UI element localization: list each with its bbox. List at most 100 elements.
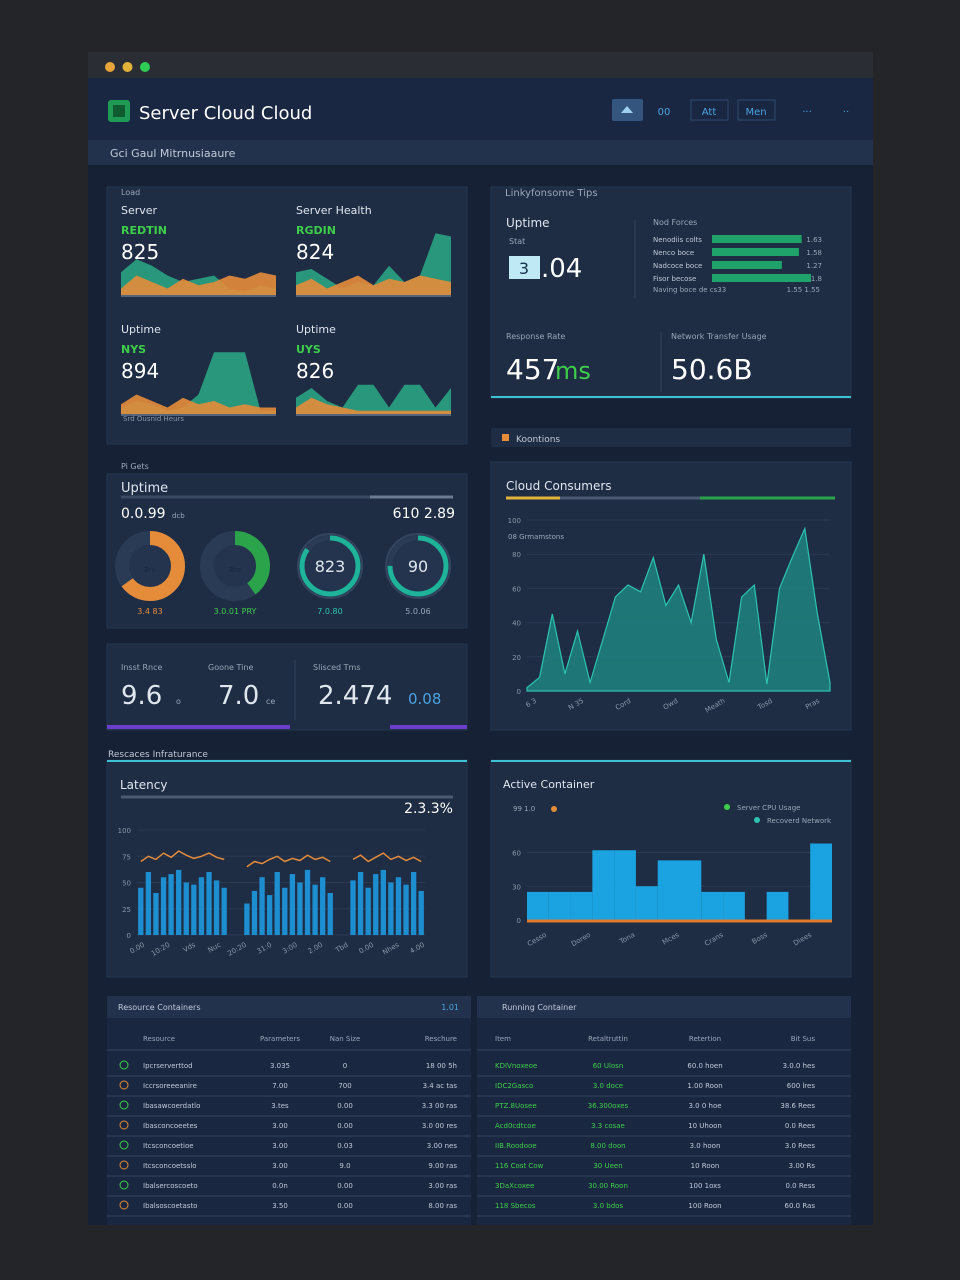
cell[interactable]: 38.6 Rees: [780, 1102, 815, 1110]
cell[interactable]: Ibalsercoscoeto: [143, 1182, 198, 1190]
window-dot[interactable]: [140, 62, 150, 72]
cell[interactable]: 116 Cost Cow: [495, 1162, 544, 1170]
cell[interactable]: 3.0 00 res: [422, 1122, 458, 1130]
cell[interactable]: 9.0: [339, 1162, 350, 1170]
cell[interactable]: PTZ.8Uosee: [495, 1102, 537, 1110]
cell[interactable]: 3.0 0 hoe: [688, 1102, 721, 1110]
cell[interactable]: 0.00: [337, 1202, 353, 1210]
cell[interactable]: 10 Roon: [691, 1162, 720, 1170]
cell[interactable]: 100 Roon: [688, 1202, 721, 1210]
metric-value: 7.0: [218, 681, 259, 711]
cell[interactable]: 0.00: [337, 1102, 353, 1110]
cell[interactable]: 3.0 bdos: [593, 1202, 624, 1210]
cell[interactable]: 0.00: [337, 1122, 353, 1130]
cell[interactable]: 0.03: [337, 1142, 353, 1150]
bar: [327, 893, 333, 935]
progress-bar: [107, 725, 290, 729]
cell[interactable]: Itcsconcoetioe: [143, 1142, 194, 1150]
bar: [365, 887, 371, 935]
cell[interactable]: 3.4 ac tas: [423, 1082, 458, 1090]
bar: [251, 890, 258, 935]
bar: [198, 877, 205, 935]
cell[interactable]: 9.00 ras: [428, 1162, 457, 1170]
bar: [221, 887, 227, 935]
cell[interactable]: 7.00: [272, 1082, 288, 1090]
cell[interactable]: 118 Sbecos: [495, 1202, 536, 1210]
cell[interactable]: 8.00 ras: [428, 1202, 457, 1210]
cell[interactable]: 3.0 Rees: [785, 1142, 816, 1150]
cell[interactable]: 3DaXcoxee: [495, 1182, 534, 1190]
bar: [312, 884, 318, 935]
bar: [380, 869, 386, 935]
cell[interactable]: 0.0 Rees: [785, 1122, 816, 1130]
nav-item[interactable]: ···: [802, 107, 812, 118]
cell[interactable]: 60.0 Ras: [785, 1202, 816, 1210]
cell[interactable]: Itcsconcoetsslo: [143, 1162, 197, 1170]
cell[interactable]: 0.0n: [272, 1182, 288, 1190]
cell[interactable]: 8.00 doon: [590, 1142, 625, 1150]
label: Goone Tine: [208, 663, 253, 672]
cell[interactable]: Ipcrserverttod: [143, 1062, 193, 1070]
cell[interactable]: 3.00: [272, 1162, 288, 1170]
y-tick-label: 100: [508, 517, 521, 525]
gauge-arc: [387, 535, 449, 597]
cell[interactable]: 100 1oxs: [689, 1182, 721, 1190]
legend-label: Recoverd Network: [767, 817, 832, 825]
window-dot[interactable]: [122, 62, 133, 72]
label: Linkyfonsome Tips: [505, 188, 598, 199]
nav-item[interactable]: ··: [843, 107, 849, 118]
cell[interactable]: Acd0cdtcoe: [495, 1122, 536, 1130]
chart-title: Uptime: [121, 323, 161, 336]
cell[interactable]: Iccrsoreeeanire: [143, 1082, 197, 1090]
cell[interactable]: 36.300oxes: [588, 1102, 629, 1110]
cell[interactable]: 3.00: [272, 1122, 288, 1130]
cell[interactable]: IIB.Roodooe: [495, 1142, 537, 1150]
cell[interactable]: 60.0 hoen: [687, 1062, 722, 1070]
cell[interactable]: 700: [338, 1082, 351, 1090]
cell[interactable]: 60 Ulosn: [593, 1062, 624, 1070]
cell[interactable]: KDIVnoxeoe: [495, 1062, 537, 1070]
cell[interactable]: 3.00 nes: [427, 1142, 458, 1150]
cell[interactable]: 3.3 00 ras: [422, 1102, 458, 1110]
cell[interactable]: 0.0 Ress: [785, 1182, 815, 1190]
nav-item[interactable]: Men: [745, 107, 766, 118]
cell[interactable]: IDC2Gasco: [495, 1082, 533, 1090]
nav-item[interactable]: Att: [702, 107, 717, 118]
column-header: Bit Sus: [791, 1035, 816, 1043]
cell[interactable]: Ibalsoscoetasto: [143, 1202, 197, 1210]
chart-title: Server: [121, 204, 158, 217]
cell[interactable]: 18 00 5h: [426, 1062, 457, 1070]
cell[interactable]: 3.00 ras: [428, 1182, 457, 1190]
nav-item[interactable]: 00: [658, 107, 671, 118]
cell[interactable]: 3.50: [272, 1202, 288, 1210]
row-icon: [119, 1120, 129, 1130]
cell[interactable]: 3.00: [272, 1142, 288, 1150]
label: 610 2.89: [393, 506, 455, 522]
cell[interactable]: Ibasawcoerdatlo: [143, 1102, 200, 1110]
cell[interactable]: 600 lres: [787, 1082, 816, 1090]
cell[interactable]: 3.035: [270, 1062, 290, 1070]
cell[interactable]: 3.0.0 hes: [783, 1062, 816, 1070]
cell[interactable]: 3.3 cosae: [591, 1122, 625, 1130]
bar-value: 1.58: [806, 249, 822, 257]
cell[interactable]: Ibasconcoeetes: [143, 1122, 198, 1130]
cell[interactable]: 0: [343, 1062, 347, 1070]
bar: [527, 891, 549, 920]
cell[interactable]: 1.00 Roon: [687, 1082, 722, 1090]
status: UYS: [296, 343, 321, 356]
status: REDTIN: [121, 224, 167, 237]
legend-label: Server CPU Usage: [737, 804, 800, 812]
window-dot[interactable]: [105, 62, 115, 72]
cell[interactable]: 0.00: [337, 1182, 353, 1190]
cell[interactable]: 3.0 hoon: [690, 1142, 721, 1150]
bar: [548, 891, 571, 920]
row-icon: [119, 1200, 129, 1210]
cell[interactable]: 3.tes: [271, 1102, 289, 1110]
bar: [350, 880, 356, 935]
cell[interactable]: 30.00 Roon: [588, 1182, 628, 1190]
cell[interactable]: 30 Ueen: [593, 1162, 622, 1170]
cell[interactable]: 3.0 doce: [593, 1082, 623, 1090]
column-header: Nan Size: [330, 1035, 361, 1043]
cell[interactable]: 3.00 Rs: [789, 1162, 816, 1170]
cell[interactable]: 10 Uhoon: [688, 1122, 722, 1130]
